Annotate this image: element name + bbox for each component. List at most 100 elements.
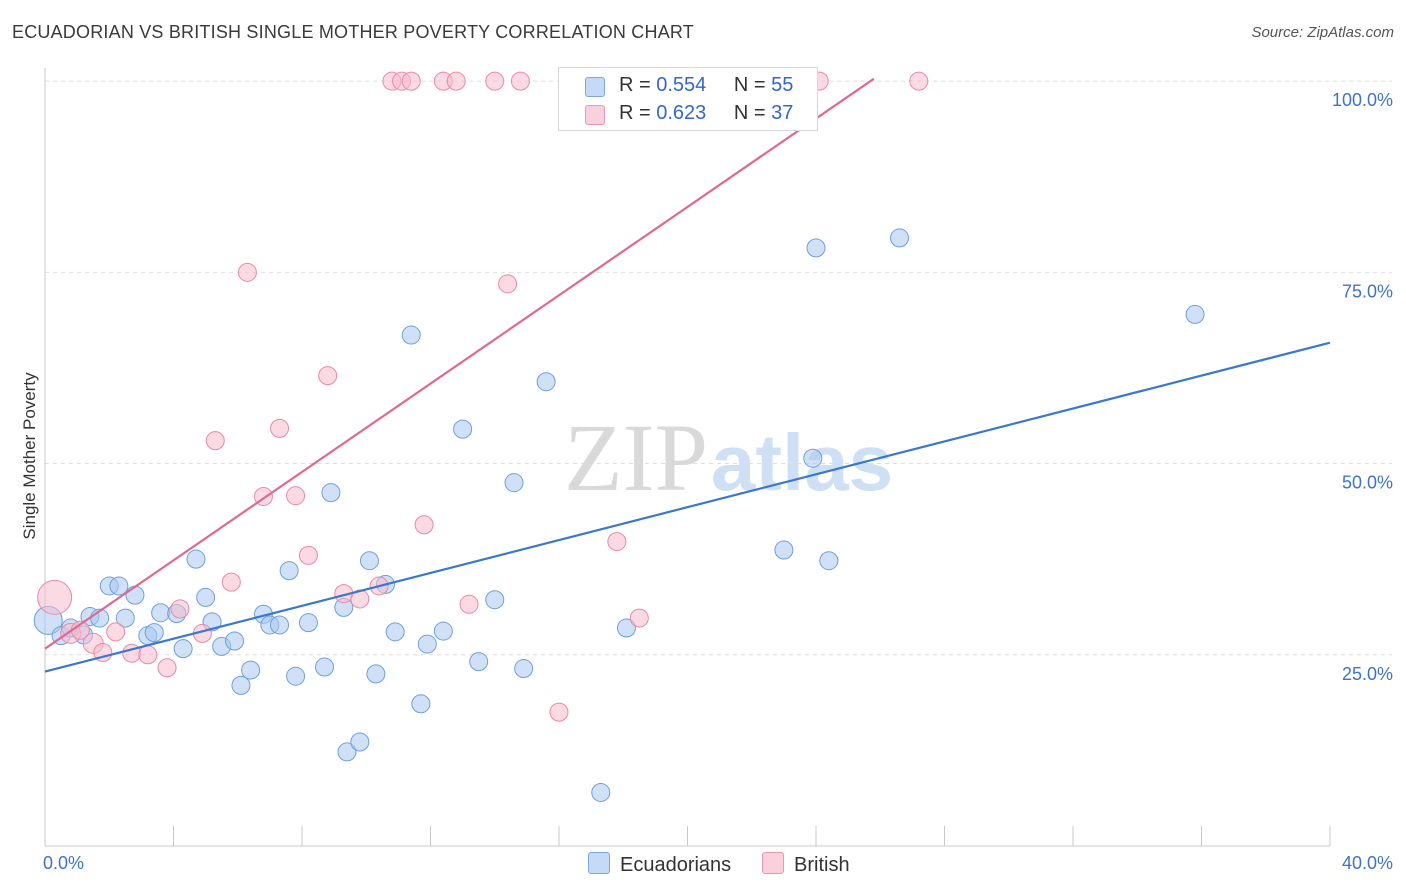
watermark-zip: ZIP [564, 404, 708, 511]
british-point [270, 418, 290, 438]
y-tick-label: 50.0% [1342, 473, 1393, 493]
ecuadorian-point [231, 675, 251, 695]
british-point [510, 71, 530, 91]
british-point [138, 645, 158, 665]
stats-legend: R = 0.554 N = 55 R = 0.623 N = 37 [558, 67, 818, 131]
british-point [221, 572, 241, 592]
ecuadorian-point [359, 551, 379, 571]
british-point [485, 71, 505, 91]
ecuadorian-point [241, 660, 261, 680]
british-point [629, 608, 649, 628]
british-point [549, 702, 569, 722]
ecuadorian-point [504, 473, 524, 493]
n-value: 37 [771, 102, 794, 124]
ecuadorian-point [591, 782, 611, 802]
r-value: 0.554 [656, 74, 707, 96]
ecuadorian-point [806, 238, 826, 258]
watermark: ZIP atlas [564, 404, 893, 511]
source-label: Source: ZipAtlas.com [1251, 24, 1394, 41]
ecuadorian-point [196, 587, 216, 607]
british-point [106, 622, 126, 642]
ecuadorians-legend-label: Ecuadorians [620, 854, 732, 876]
british-point [157, 658, 177, 678]
ecuadorian-point [151, 603, 171, 623]
stats-legend-row-ecuadorians: R = 0.554 N = 55 [585, 74, 794, 97]
ecuadorian-point [366, 664, 386, 684]
ecuadorian-point [225, 631, 245, 651]
ecuadorian-point [514, 659, 534, 679]
british-point [607, 532, 627, 552]
ecuadorian-point [279, 561, 299, 581]
y-tick-label: 25.0% [1342, 664, 1393, 684]
ecuadorian-point [485, 590, 505, 610]
ecuadorian-point [173, 639, 193, 659]
r-label: R = [619, 74, 651, 96]
series-legend-british: British [762, 852, 850, 877]
n-value: 55 [771, 74, 794, 96]
ecuadorian-point [337, 742, 357, 762]
ecuadorians-swatch [585, 77, 605, 97]
n-label: N = [733, 74, 766, 96]
ecuadorian-point [109, 576, 129, 596]
ecuadorian-point [1185, 304, 1205, 324]
data-points [33, 71, 1205, 802]
ecuadorian-point [125, 585, 145, 605]
british-legend-swatch [762, 852, 784, 874]
ecuadorian-point [417, 634, 437, 654]
ecuadorian-point [616, 618, 636, 638]
y-axis-label: Single Mother Poverty [20, 372, 39, 540]
british-point [459, 594, 479, 614]
ecuadorian-point [350, 732, 370, 752]
british-point [414, 515, 434, 535]
ecuadorian-point [385, 622, 405, 642]
ecuadorian-point [774, 540, 794, 560]
grid-lines [45, 80, 1392, 656]
ecuadorian-point [803, 448, 823, 468]
ecuadorian-point [144, 623, 164, 643]
tick-labels: 25.0% 50.0% 75.0% 100.0% 0.0% 40.0% [43, 90, 1393, 873]
british-point [170, 599, 190, 619]
ecuadorian-point [270, 615, 290, 635]
y-tick-label: 75.0% [1342, 281, 1393, 301]
british-point [318, 366, 338, 386]
ecuadorian-point [411, 694, 431, 714]
british-legend-label: British [794, 854, 850, 876]
ecuadorian-point [469, 652, 489, 672]
ecuadorians-legend-swatch [588, 852, 610, 874]
british-swatch [585, 105, 605, 125]
british-point [237, 262, 257, 282]
british-point [909, 71, 929, 91]
british-point [205, 431, 225, 451]
chart-title: ECUADORIAN VS BRITISH SINGLE MOTHER POVE… [12, 22, 694, 42]
ecuadorian-point [314, 657, 334, 677]
ecuadorian-trend-line [44, 341, 1331, 673]
ecuadorian-point [115, 608, 135, 628]
x-tick-label: 0.0% [43, 853, 84, 873]
british-point [37, 579, 73, 615]
british-point [298, 545, 318, 565]
british-point [401, 71, 421, 91]
british-point [446, 71, 466, 91]
ecuadorian-point [453, 419, 473, 439]
r-label: R = [619, 102, 651, 124]
british-point [498, 274, 518, 294]
ecuadorian-point [401, 325, 421, 345]
n-label: N = [733, 102, 766, 124]
series-legend-ecuadorians: Ecuadorians [588, 852, 731, 877]
r-value: 0.623 [656, 102, 707, 124]
british-point [286, 486, 306, 506]
ecuadorian-point [433, 621, 453, 641]
ecuadorian-point [286, 666, 306, 686]
trend-lines [44, 77, 1331, 673]
stats-legend-row-british: R = 0.623 N = 37 [585, 102, 794, 125]
ecuadorian-point [536, 372, 556, 392]
ecuadorian-point [819, 551, 839, 571]
x-tick-label: 40.0% [1342, 853, 1393, 873]
british-trend-line [44, 77, 875, 650]
ecuadorian-point [298, 613, 318, 633]
ecuadorian-point [321, 483, 341, 503]
axes [44, 68, 1331, 847]
ecuadorian-point [890, 228, 910, 248]
y-tick-label: 100.0% [1332, 90, 1393, 110]
